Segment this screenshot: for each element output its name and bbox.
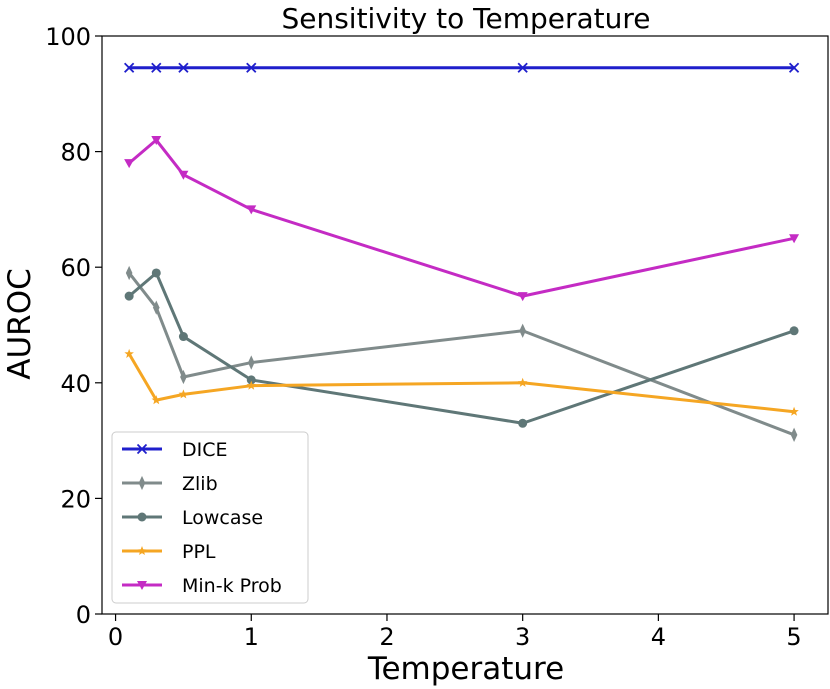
x-axis-label: Temperature <box>367 651 564 687</box>
data-point-zlib <box>790 427 798 442</box>
data-point-dice <box>124 62 135 73</box>
series-ppl <box>124 348 799 416</box>
x-tick-label: 4 <box>651 623 666 651</box>
legend-label: Min-k Prob <box>182 575 282 597</box>
x-axis: 0 1 2 3 4 5 <box>108 614 802 651</box>
data-point-zlib <box>180 369 187 385</box>
x-tick-label: 1 <box>244 623 259 651</box>
series-layer <box>124 62 800 442</box>
series-dice <box>124 62 800 73</box>
legend-marker <box>137 546 147 556</box>
legend-marker <box>137 581 147 590</box>
legend: DICE Zlib Lowcase PPL Min-k Prob <box>111 431 309 604</box>
chart-title: Sensitivity to Temperature <box>281 2 650 35</box>
data-point-zlib <box>125 265 133 281</box>
y-tick-label: 0 <box>76 601 91 629</box>
data-point-ppl <box>124 348 134 358</box>
legend-marker <box>136 443 148 455</box>
legend-marker <box>137 512 147 522</box>
data-point-min-k-prob <box>151 136 162 146</box>
data-point-min-k-prob <box>124 159 135 169</box>
y-axis-label: AUROC <box>2 268 38 379</box>
data-point-dice <box>517 62 528 73</box>
series-zlib <box>125 265 798 442</box>
series-line-zlib <box>127 271 796 437</box>
y-tick-label: 60 <box>60 254 91 282</box>
x-tick-label: 3 <box>515 623 530 651</box>
legend-marker <box>138 475 146 491</box>
data-point-min-k-prob <box>789 234 800 244</box>
data-point-min-k-prob <box>517 292 528 302</box>
data-point-ppl <box>151 395 162 405</box>
data-point-ppl <box>246 380 257 390</box>
data-point-zlib <box>247 355 255 370</box>
data-point-ppl <box>178 389 189 399</box>
data-point-min-k-prob <box>178 170 189 180</box>
data-point-dice <box>178 62 189 73</box>
data-point-zlib <box>152 300 160 315</box>
legend-entry: Zlib <box>122 473 218 495</box>
plot-border <box>101 35 829 615</box>
legend-entry: Lowcase <box>122 507 263 529</box>
series-line-ppl <box>127 352 796 414</box>
data-point-lowcase <box>789 326 799 336</box>
legend-entry: PPL <box>122 541 216 563</box>
series-line-lowcase <box>127 271 796 425</box>
data-point-lowcase <box>124 291 134 301</box>
legend-entry: Min-k Prob <box>122 575 282 597</box>
y-tick-label: 40 <box>60 370 91 398</box>
data-point-min-k-prob <box>246 205 257 215</box>
data-point-dice <box>151 62 162 73</box>
data-point-ppl <box>517 377 528 387</box>
series-lowcase <box>124 268 799 428</box>
legend-label: DICE <box>182 439 228 461</box>
series-min-k-prob <box>124 136 800 302</box>
legend-box <box>111 431 309 604</box>
legend-entry: DICE <box>122 439 228 461</box>
data-point-lowcase <box>246 375 256 385</box>
y-tick-label: 80 <box>60 139 91 167</box>
x-tick-label: 0 <box>108 623 123 651</box>
data-point-lowcase <box>518 418 528 428</box>
legend-label: Lowcase <box>182 507 263 529</box>
series-line-min-k-prob <box>127 138 796 298</box>
legend-label: PPL <box>182 541 216 563</box>
data-point-lowcase <box>151 268 161 278</box>
data-point-ppl <box>789 406 799 416</box>
x-tick-label: 5 <box>786 623 801 651</box>
y-axis: 0 20 40 60 80 100 <box>45 23 102 629</box>
data-point-zlib <box>519 323 526 338</box>
y-tick-label: 20 <box>60 485 91 513</box>
data-point-lowcase <box>178 332 188 342</box>
x-tick-label: 2 <box>379 623 394 651</box>
data-point-dice <box>246 62 257 73</box>
y-tick-label: 100 <box>45 23 91 51</box>
data-point-dice <box>788 62 800 73</box>
legend-label: Zlib <box>182 473 218 495</box>
plot-area <box>101 35 829 615</box>
